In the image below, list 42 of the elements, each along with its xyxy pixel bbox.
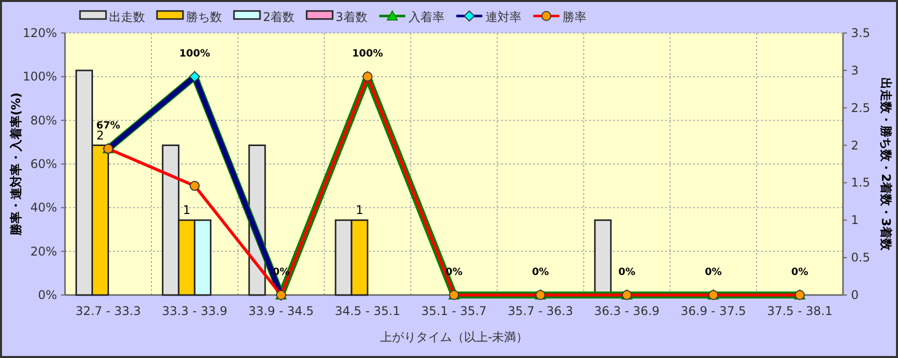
data-label: 1 [356,203,364,218]
y2-tick-label: 1.5 [851,176,870,190]
y-axis-title: 勝率・連対率・入着率(%) [9,92,23,236]
data-label: 100% [352,48,384,60]
x-tick-label: 35.7 - 36.3 [508,304,574,318]
data-label: 0% [532,267,549,278]
y2-tick-label: 1 [851,213,859,228]
y2-tick-label: 0.5 [851,250,870,265]
y2-tick-label: 2.5 [851,100,870,115]
x-tick-label: 37.5 - 38.1 [767,304,832,318]
x-tick-label: 34.5 - 35.1 [334,304,400,318]
legend-label: 2着数 [263,10,295,24]
data-label: 0% [618,267,636,278]
x-tick-label: 33.9 - 34.5 [248,304,314,318]
x-tick-label: 35.1 - 35.7 [421,304,487,318]
y2-tick-label: 0 [851,288,859,302]
x-axis-title: 上がりタイム（以上-未満） [380,330,528,344]
x-tick-label: 32.7 - 33.3 [76,304,141,318]
y-tick-label: 0% [38,288,57,302]
y2-tick-label: 3.5 [851,26,870,40]
legend-label: 連対率 [485,10,522,24]
x-tick-label: 36.9 - 37.5 [680,304,746,318]
legend-label: 3着数 [336,10,368,24]
legend-label: 勝率 [562,10,586,24]
legend-label: 出走数 [109,10,145,24]
data-label: 100% [179,48,210,60]
y-tick-label: 40% [30,200,57,215]
legend-label: 入着率 [408,10,444,24]
data-label: 0% [791,267,808,278]
y-tick-label: 20% [30,244,57,258]
y-tick-label: 100% [22,70,57,84]
x-tick-label: 36.3 - 36.9 [594,304,660,318]
y2-tick-label: 3 [851,63,859,78]
data-label: 1 [182,203,190,218]
y-tick-label: 60% [30,157,57,171]
y2-axis-title: 出走数・勝ち数・2着数・3着数 [879,78,893,252]
y-tick-label: 80% [30,113,57,128]
legend-label: 勝ち数 [186,10,222,24]
y2-tick-label: 2 [851,138,859,152]
x-tick-label: 33.3 - 33.9 [162,304,228,318]
data-label: 0% [704,267,722,278]
y-tick-label: 120% [22,26,57,40]
